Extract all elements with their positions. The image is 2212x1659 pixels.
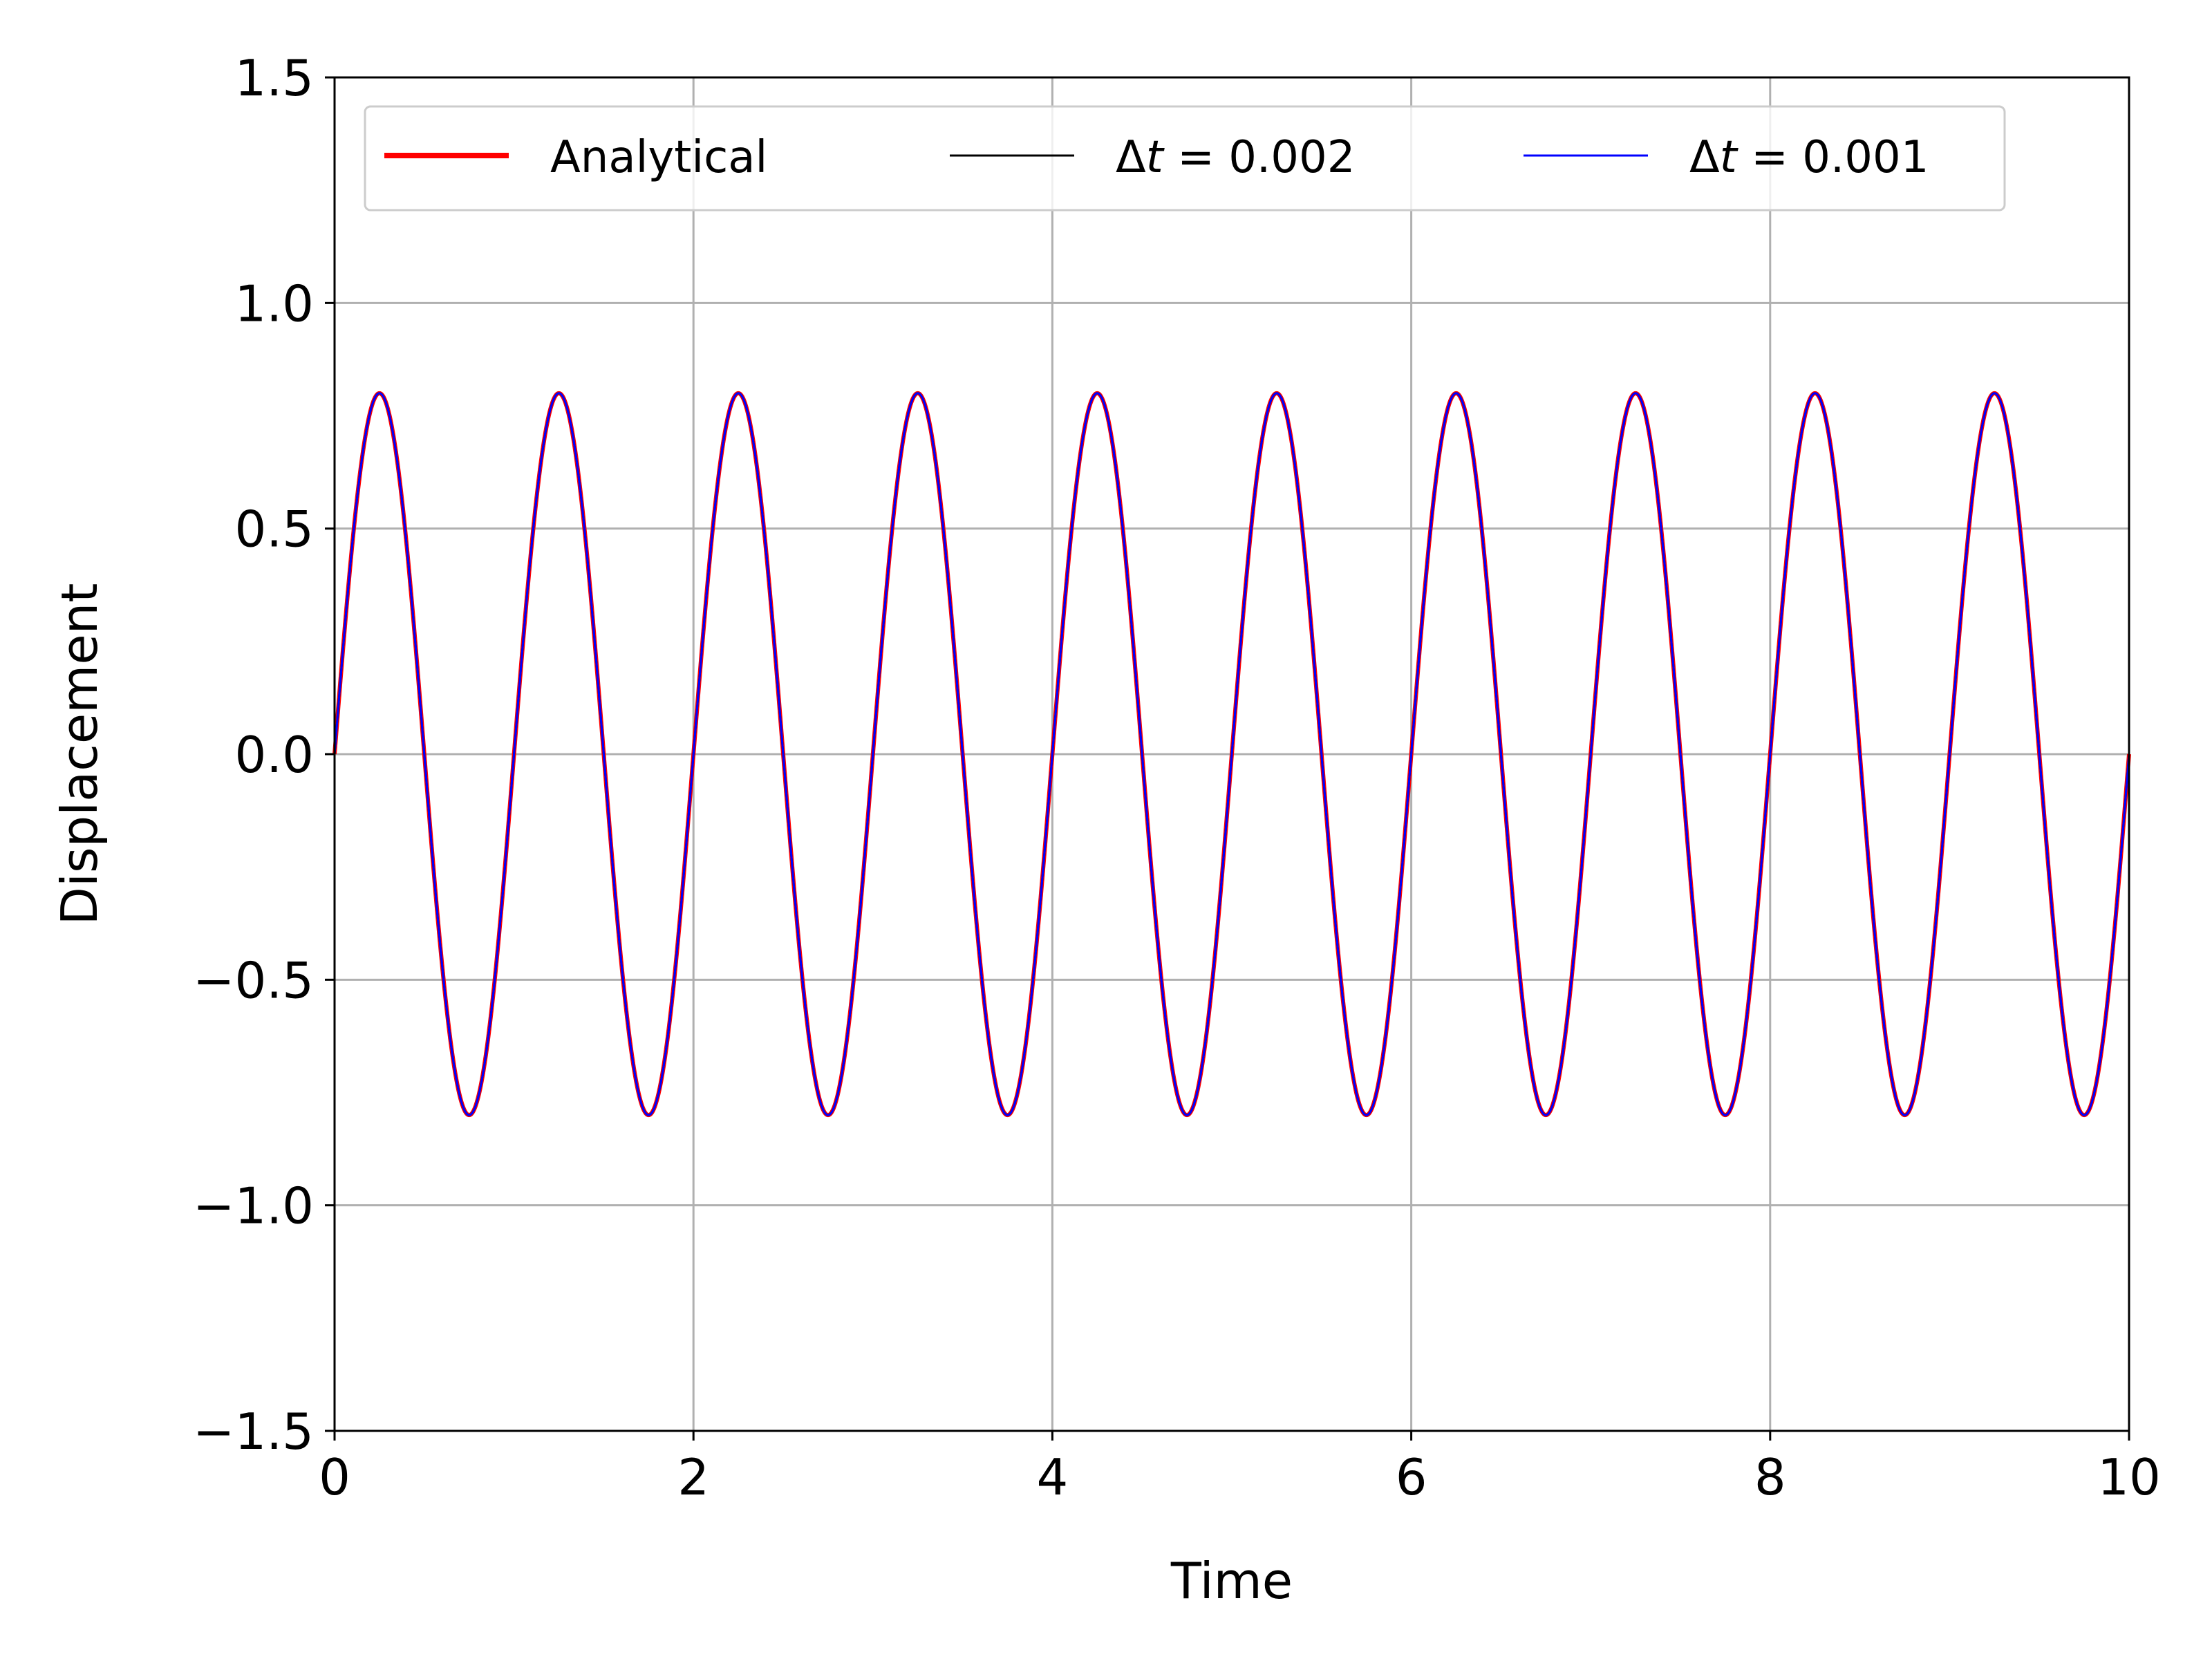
ticks: 0 2 4 6 8 10 −1.5 −1.0 −0.5 0.0 0.5 1.0 1.5 xyxy=(193,49,2161,1506)
legend-box xyxy=(364,105,2006,212)
x-axis-label: Time xyxy=(1170,1552,1293,1610)
x-tick-label: 8 xyxy=(1754,1448,1786,1506)
y-tick-label: 0.5 xyxy=(234,500,314,559)
legend-label-1: Analytical xyxy=(550,132,767,183)
x-tick-label: 6 xyxy=(1396,1448,1427,1506)
y-tick-label: −0.5 xyxy=(193,951,314,1009)
legend-items: Analytical Δt = 0.002 Δt = 0.001 xyxy=(384,132,1929,183)
y-tick-label: 1.5 xyxy=(234,49,314,107)
legend-label-3: Δt = 0.001 xyxy=(1689,132,1929,183)
y-tick-label: 0.0 xyxy=(234,726,314,784)
legend: Analytical Δt = 0.002 Δt = 0.001 xyxy=(364,105,2006,212)
series-line-3 xyxy=(333,392,2130,1116)
y-tick-label: 1.0 xyxy=(234,274,314,332)
y-tick-label: −1.5 xyxy=(193,1403,314,1461)
x-tick-label: 10 xyxy=(2097,1448,2161,1506)
y-tick-label: −1.0 xyxy=(193,1177,314,1235)
series-layer xyxy=(332,391,2131,1118)
x-tick-label: 2 xyxy=(677,1448,709,1506)
x-tick-label: 4 xyxy=(1036,1448,1068,1506)
y-axis-label: Displacement xyxy=(50,583,109,926)
x-tick-label: 0 xyxy=(319,1448,350,1506)
legend-label-2: Δt = 0.002 xyxy=(1116,132,1355,183)
